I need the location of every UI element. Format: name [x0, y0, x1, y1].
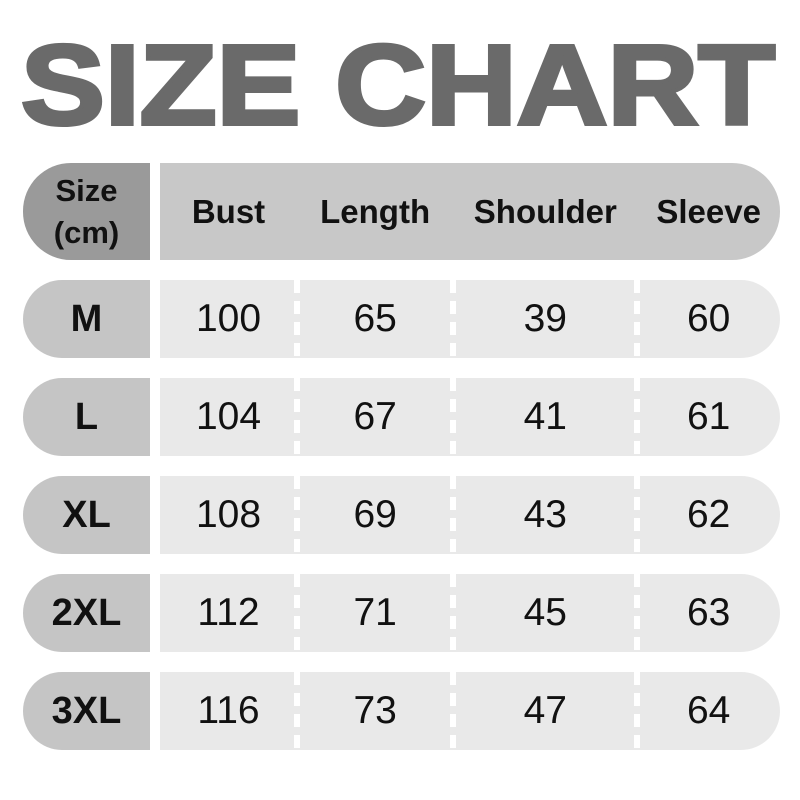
- header-size-label: Size (cm): [54, 170, 119, 254]
- header-columns-block: Bust Length Shoulder Sleeve: [160, 163, 780, 260]
- row-values-block: 104 67 41 61: [160, 378, 780, 456]
- table-row-m: M 100 65 39 60: [23, 280, 780, 358]
- dashed-divider: [294, 672, 301, 750]
- size-label: XL: [23, 476, 150, 554]
- cell-sleeve: 63: [686, 591, 731, 634]
- dashed-divider: [450, 378, 457, 456]
- header-size-cell: Size (cm): [23, 163, 150, 260]
- cell-sleeve: 62: [686, 493, 731, 536]
- cell-bust: 112: [197, 591, 260, 634]
- cell-bust: 108: [195, 493, 262, 536]
- dashed-divider: [294, 378, 301, 456]
- cell-shoulder: 47: [523, 689, 567, 732]
- size-chart-table: Size (cm) Bust Length Shoulder Sleeve M …: [23, 163, 780, 750]
- cell-shoulder: 39: [523, 297, 567, 340]
- cell-length: 71: [353, 591, 397, 634]
- dashed-divider: [633, 280, 640, 358]
- column-header-length: Length: [320, 192, 431, 230]
- page-title: SIZE CHART: [21, 40, 775, 140]
- dashed-divider: [294, 280, 301, 358]
- dashed-divider: [633, 378, 640, 456]
- column-header-sleeve: Sleeve: [656, 192, 761, 230]
- cell-sleeve: 60: [686, 297, 731, 340]
- dashed-divider: [294, 574, 301, 652]
- cell-length: 73: [353, 689, 397, 732]
- header-size-line2: (cm): [53, 214, 120, 250]
- dashed-divider: [450, 476, 457, 554]
- size-label: 3XL: [23, 672, 150, 750]
- header-size-line1: Size: [55, 172, 118, 208]
- size-label: L: [23, 378, 150, 456]
- column-header-shoulder: Shoulder: [473, 192, 617, 230]
- cell-shoulder: 43: [523, 493, 567, 536]
- dashed-divider: [450, 574, 457, 652]
- cell-sleeve: 64: [686, 689, 731, 732]
- dashed-divider: [633, 574, 640, 652]
- row-values-block: 116 73 47 64: [160, 672, 780, 750]
- dashed-divider: [450, 672, 457, 750]
- cell-bust: 116: [197, 689, 260, 732]
- table-row-3xl: 3XL 116 73 47 64: [23, 672, 780, 750]
- table-header-row: Size (cm) Bust Length Shoulder Sleeve: [23, 163, 780, 260]
- cell-length: 65: [353, 297, 397, 340]
- cell-shoulder: 41: [523, 395, 567, 438]
- size-chart-title-graphic: SIZE CHART: [19, 40, 777, 140]
- row-values-block: 112 71 45 63: [160, 574, 780, 652]
- size-label: 2XL: [23, 574, 150, 652]
- cell-bust: 104: [195, 395, 262, 438]
- table-row-xl: XL 108 69 43 62: [23, 476, 780, 554]
- cell-length: 69: [353, 493, 397, 536]
- dashed-divider: [633, 476, 640, 554]
- cell-length: 67: [353, 395, 397, 438]
- row-values-block: 108 69 43 62: [160, 476, 780, 554]
- size-label: M: [23, 280, 150, 358]
- cell-bust: 100: [195, 297, 262, 340]
- table-row-2xl: 2XL 112 71 45 63: [23, 574, 780, 652]
- column-header-bust: Bust: [191, 192, 266, 230]
- cell-shoulder: 45: [523, 591, 567, 634]
- dashed-divider: [450, 280, 457, 358]
- dashed-divider: [633, 672, 640, 750]
- dashed-divider: [294, 476, 301, 554]
- row-values-block: 100 65 39 60: [160, 280, 780, 358]
- cell-sleeve: 61: [686, 395, 731, 438]
- table-row-l: L 104 67 41 61: [23, 378, 780, 456]
